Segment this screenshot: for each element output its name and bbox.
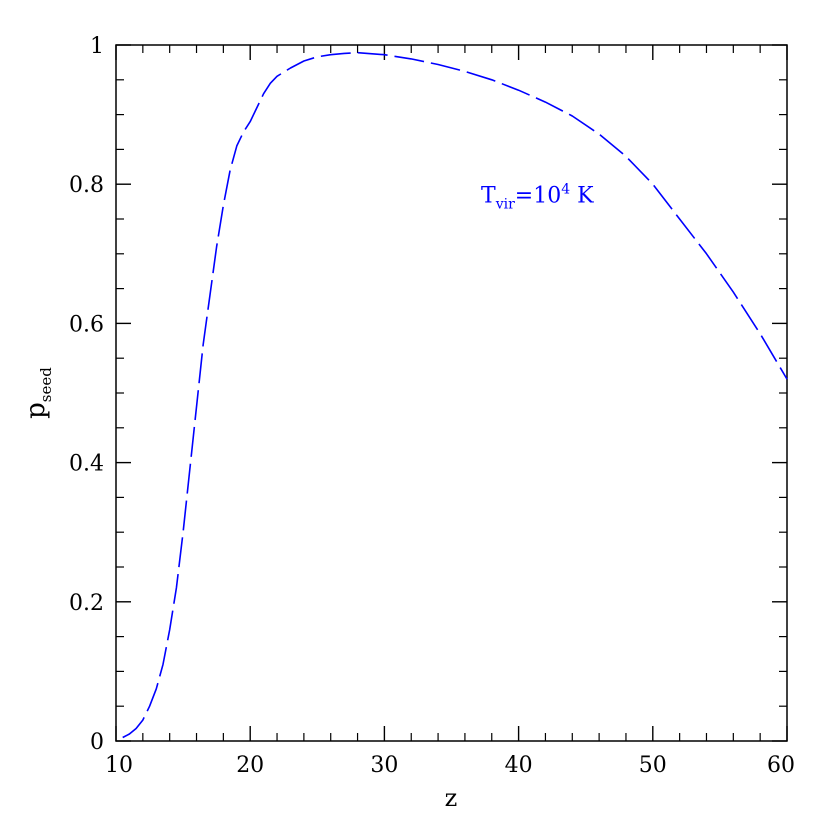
x-tick-label: 60	[767, 753, 795, 778]
series-layer	[122, 51, 788, 739]
plot-frame	[115, 44, 788, 742]
y-tick-label: 0	[90, 730, 104, 755]
series-line	[122, 51, 788, 739]
major-ticks	[115, 44, 788, 742]
y-tick-label: 1	[90, 34, 104, 59]
annotation-sup: 4	[561, 182, 570, 198]
minor-ticks	[116, 45, 787, 741]
annotation-end: K	[570, 184, 594, 209]
x-tick-labels: 10 20 30 40 50 60	[105, 753, 795, 778]
y-axis-title-main: p	[21, 402, 51, 419]
x-tick-label: 30	[370, 753, 398, 778]
y-tick-label: 0.8	[69, 173, 104, 198]
x-axis-title: z	[445, 784, 458, 812]
x-tick-label: 20	[236, 753, 264, 778]
y-tick-labels: 0 0.2 0.4 0.6 0.8 1	[69, 34, 104, 755]
x-tick-label: 40	[505, 753, 533, 778]
annotation-base: T	[481, 184, 496, 209]
x-tick-label: 10	[105, 753, 133, 778]
curve-annotation: Tvir=104 K	[481, 182, 594, 213]
y-tick-label: 0.2	[69, 591, 104, 616]
y-axis-title: pseed	[21, 367, 55, 419]
y-tick-label: 0.6	[69, 312, 104, 337]
annotation-mid: =10	[515, 184, 561, 209]
y-tick-label: 0.4	[69, 452, 104, 477]
y-axis-title-sub: seed	[37, 367, 55, 402]
annotation-sub: vir	[495, 197, 515, 213]
x-tick-label: 50	[639, 753, 667, 778]
